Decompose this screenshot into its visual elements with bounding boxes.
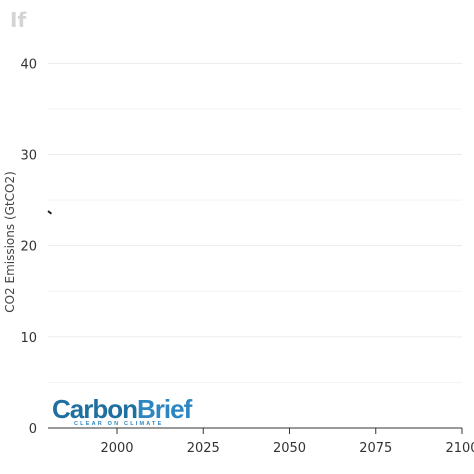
- series-layer: [47, 210, 53, 215]
- x-tick-label-2025: 2025: [187, 441, 220, 456]
- x-axis-ticks: 2000 2025 2050 2075 2100: [100, 428, 474, 456]
- carbon-brief-logo: CarbonBrief CLEAR ON CLIMATE: [52, 394, 194, 427]
- y-tick-label-20: 20: [20, 240, 37, 255]
- y-axis-label: CO2 Emissions (GtCO2): [3, 171, 17, 313]
- y-tick-label-0: 0: [29, 422, 37, 437]
- y-axis-ticks: 0 10 20 30 40: [20, 57, 37, 437]
- logo-tagline: CLEAR ON CLIMATE: [74, 421, 163, 427]
- chart-title: If: [10, 8, 27, 32]
- logo-carbon-part: Carbon: [52, 394, 137, 424]
- x-tick-label-2050: 2050: [273, 441, 306, 456]
- series-line-0: [47, 210, 53, 215]
- x-tick-label-2075: 2075: [359, 441, 392, 456]
- logo-brief-part: Brief: [137, 394, 193, 424]
- y-tick-label-10: 10: [20, 331, 37, 346]
- x-tick-label-2000: 2000: [100, 441, 133, 456]
- y-tick-label-40: 40: [20, 57, 37, 72]
- logo-carbon: CarbonBrief: [52, 394, 193, 424]
- x-tick-label-2100: 2100: [445, 441, 474, 456]
- y-tick-label-30: 30: [20, 149, 37, 164]
- grid-lines: [48, 62, 462, 383]
